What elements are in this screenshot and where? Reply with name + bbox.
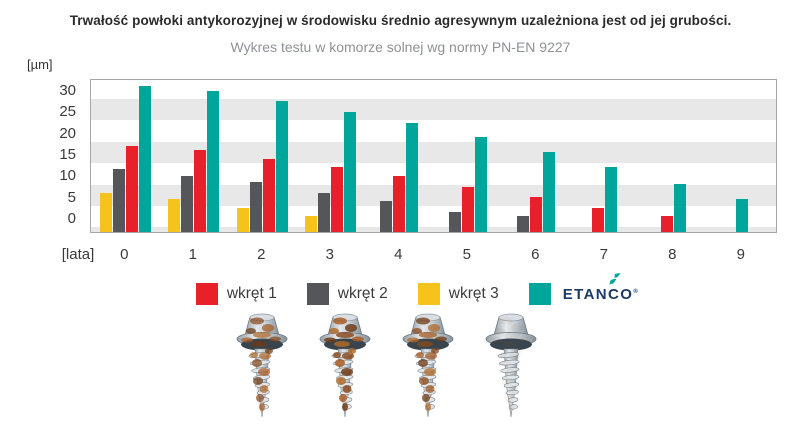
bar-wkręt-3-year-2 — [236, 207, 249, 232]
x-tick-0: 0 — [120, 246, 129, 263]
bar-ETANCO-year-2 — [275, 101, 288, 232]
bar-wkręt-1-year-7 — [592, 207, 605, 232]
y-axis-unit-label: [µm] — [27, 57, 53, 72]
y-tick-10: 10 — [59, 167, 76, 185]
x-tick-5: 5 — [462, 246, 471, 263]
legend-swatch-3 — [528, 283, 551, 305]
bar-wkręt-1-year-4 — [393, 175, 406, 232]
x-tick-4: 4 — [394, 246, 403, 263]
screw-photo-3 — [401, 311, 455, 428]
x-tick-9: 9 — [736, 246, 745, 263]
x-tick-6: 6 — [531, 246, 540, 263]
bar-ETANCO-year-9 — [735, 199, 748, 232]
legend-swatch-0 — [195, 283, 218, 305]
bar-wkręt-3-year-0 — [99, 192, 112, 232]
legend-swatch-2 — [417, 283, 440, 305]
bar-group-year-2 — [228, 80, 297, 232]
bar-wkręt-1-year-8 — [660, 216, 673, 232]
chart-legend: wkręt 1 wkręt 2 wkręt 3 ETANCO® — [0, 272, 801, 308]
chart-title: Trwałość powłoki antykorozyjnej w środow… — [69, 13, 732, 28]
plot-area — [90, 79, 777, 233]
bar-groups — [91, 80, 776, 232]
bar-ETANCO-year-1 — [207, 90, 220, 232]
y-tick-15: 15 — [59, 145, 76, 163]
bar-wkręt-2-year-3 — [318, 192, 331, 232]
legend-item-etanco: ETANCO® — [528, 272, 640, 305]
bar-ETANCO-year-3 — [344, 111, 357, 232]
bar-group-year-0 — [91, 80, 160, 232]
bar-wkręt-3-year-3 — [305, 216, 318, 232]
bar-wkręt-3-year-1 — [168, 199, 181, 232]
bar-group-year-3 — [297, 80, 366, 232]
bar-wkręt-2-year-5 — [448, 212, 461, 232]
y-tick-20: 20 — [59, 124, 76, 142]
bar-group-year-6 — [502, 80, 571, 232]
bar-group-year-1 — [160, 80, 229, 232]
screw-photo-1 — [235, 311, 289, 428]
chart-subtitle: Wykres testu w komorze solnej wg normy P… — [230, 39, 571, 55]
screw-photo-2 — [318, 311, 372, 428]
legend-swatch-1 — [306, 283, 329, 305]
x-tick-3: 3 — [325, 246, 334, 263]
bar-wkręt-2-year-4 — [380, 201, 393, 232]
y-tick-0: 0 — [67, 210, 76, 227]
y-tick-25: 25 — [59, 103, 76, 121]
x-tick-8: 8 — [668, 246, 677, 263]
bar-wkręt-1-year-0 — [125, 146, 138, 232]
x-axis-tick-labels: 0 1 2 3 4 5 6 7 8 9 — [90, 246, 775, 263]
bar-group-year-7 — [571, 80, 640, 232]
bar-wkręt-1-year-5 — [461, 186, 474, 232]
bar-wkręt-2-year-2 — [249, 182, 262, 232]
bar-ETANCO-year-5 — [474, 137, 487, 232]
x-tick-2: 2 — [257, 246, 266, 263]
bar-ETANCO-year-8 — [673, 184, 686, 232]
bar-group-year-9 — [708, 80, 777, 232]
legend-item-wkręt-3: wkręt 3 — [417, 283, 499, 305]
etanco-spark-icon — [608, 272, 621, 285]
bar-group-year-4 — [365, 80, 434, 232]
etanco-logo-text: ETANCO® — [562, 285, 640, 303]
y-axis-ticks: 30 25 20 15 10 5 0 — [30, 0, 76, 260]
bar-ETANCO-year-6 — [543, 152, 556, 232]
legend-item-wkręt-2: wkręt 2 — [306, 283, 388, 305]
x-tick-7: 7 — [599, 246, 608, 263]
legend-item-wkręt-1: wkręt 1 — [195, 283, 277, 305]
bar-wkręt-2-year-6 — [517, 216, 530, 232]
bar-wkręt-1-year-1 — [194, 150, 207, 232]
legend-label-0: wkręt 1 — [226, 285, 277, 302]
bar-wkręt-1-year-2 — [262, 158, 275, 232]
bar-wkręt-2-year-1 — [181, 175, 194, 232]
bar-ETANCO-year-0 — [138, 86, 151, 232]
bar-ETANCO-year-7 — [605, 167, 618, 232]
screw-photo-4 — [484, 311, 538, 428]
y-tick-5: 5 — [67, 188, 76, 206]
bar-ETANCO-year-4 — [406, 122, 419, 232]
legend-label-1: wkręt 2 — [337, 285, 388, 302]
legend-label-2: wkręt 3 — [448, 285, 499, 302]
x-axis-unit-label: [lata] — [61, 246, 95, 263]
bar-wkręt-2-year-0 — [112, 169, 125, 232]
bar-group-year-8 — [639, 80, 708, 232]
bar-group-year-5 — [434, 80, 503, 232]
bar-wkręt-1-year-6 — [530, 197, 543, 232]
screw-photos-row — [0, 311, 787, 428]
x-tick-1: 1 — [188, 246, 197, 263]
etanco-logo: ETANCO® — [562, 272, 640, 303]
bar-wkręt-1-year-3 — [331, 167, 344, 232]
y-tick-30: 30 — [59, 81, 76, 99]
